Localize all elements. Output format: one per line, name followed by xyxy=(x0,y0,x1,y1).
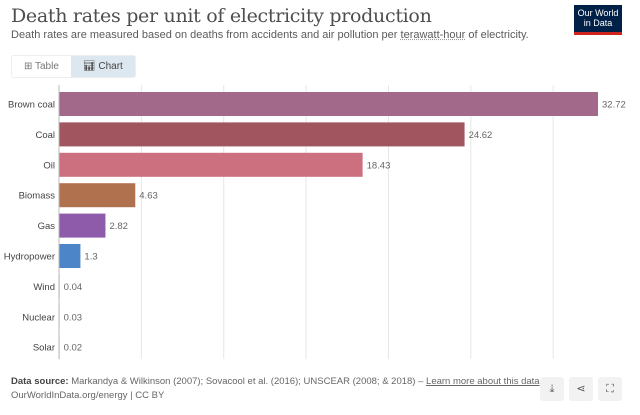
download-icon: ⤓ xyxy=(549,383,555,395)
credit: OurWorldInData.org/energy | CC BY xyxy=(11,390,165,401)
bar-oil xyxy=(59,152,363,177)
tab-chart[interactable]: 📊︎ Chart xyxy=(70,56,135,77)
source-text: Markandya & Wilkinson (2007); Sovacool e… xyxy=(68,376,427,387)
footer: Data source: Markandya & Wilkinson (2007… xyxy=(11,375,540,403)
chart-subtitle: Death rates are measured based on deaths… xyxy=(11,29,529,41)
share-icon: ⋖ xyxy=(576,383,586,395)
terawatt-hour-link[interactable]: terawatt-hour xyxy=(400,29,466,41)
subtitle-text-end: of electricity. xyxy=(465,29,529,41)
category-label: Oil xyxy=(43,160,55,171)
fullscreen-button[interactable]: ⛶ xyxy=(598,377,622,401)
owid-logo[interactable]: Our World in Data xyxy=(574,5,622,35)
download-button[interactable]: ⤓ xyxy=(540,377,564,401)
category-label: Hydropower xyxy=(4,252,55,263)
value-label: 0.03 xyxy=(64,312,83,323)
category-label: Nuclear xyxy=(22,312,55,323)
value-label: 0.02 xyxy=(64,343,83,354)
bar-hydropower xyxy=(59,244,81,268)
category-label: Biomass xyxy=(19,191,56,202)
tab-label: Table xyxy=(34,61,59,72)
category-label: Solar xyxy=(33,343,55,354)
bar-brown-coal xyxy=(59,92,598,116)
bar-chart: Brown coal 32.72 Coal 24.62 Oil 18.43 Biomass 4… xyxy=(4,85,626,360)
view-tabs: ⊞ Table 📊︎ Chart xyxy=(11,55,136,78)
value-label: 1.3 xyxy=(84,252,97,263)
table-icon: ⊞ xyxy=(24,61,35,72)
bar-coal xyxy=(59,122,465,147)
bar-gas xyxy=(59,213,106,238)
category-label: Brown coal xyxy=(8,100,55,111)
value-label: 24.62 xyxy=(469,130,493,141)
learn-more-link[interactable]: Learn more about this data xyxy=(426,376,540,387)
value-label: 2.82 xyxy=(109,221,128,232)
source-label: Data source: xyxy=(11,376,69,387)
category-label: Wind xyxy=(33,282,55,293)
subtitle-text: Death rates are measured based on deaths… xyxy=(11,29,401,41)
category-label: Coal xyxy=(35,130,55,141)
value-label: 4.63 xyxy=(139,191,158,202)
bar-biomass xyxy=(59,183,136,208)
tab-label: Chart xyxy=(98,61,123,72)
fullscreen-icon: ⛶ xyxy=(606,383,614,395)
chart-title: Death rates per unit of electricity prod… xyxy=(11,5,432,27)
category-label: Gas xyxy=(38,221,56,232)
chart-icon: 📊︎ xyxy=(82,61,99,72)
value-label: 32.72 xyxy=(602,100,626,111)
share-button[interactable]: ⋖ xyxy=(569,377,593,401)
value-label: 18.43 xyxy=(367,160,391,171)
tab-table[interactable]: ⊞ Table xyxy=(12,56,71,77)
value-label: 0.04 xyxy=(64,282,82,293)
